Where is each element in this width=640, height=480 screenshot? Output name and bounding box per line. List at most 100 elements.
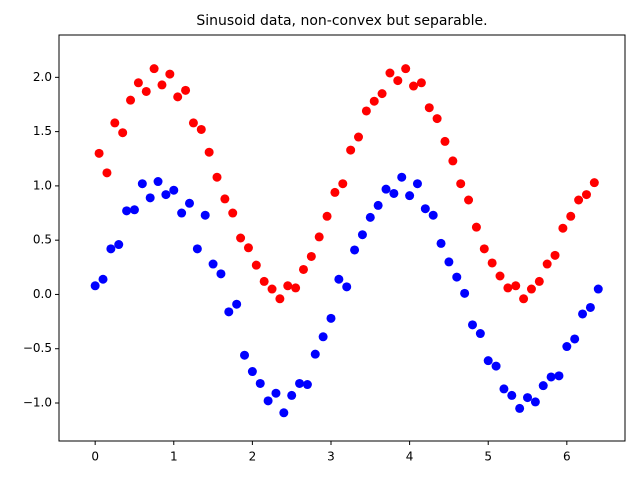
scatter-point xyxy=(412,179,422,189)
scatter-point xyxy=(90,281,100,291)
scatter-point xyxy=(157,80,167,90)
scatter-point xyxy=(192,244,202,254)
y-tick-label: 2.0 xyxy=(33,70,52,84)
scatter-point xyxy=(322,211,332,221)
scatter-point xyxy=(216,269,226,279)
x-tick-label: 3 xyxy=(327,450,335,464)
scatter-point xyxy=(173,92,183,102)
scatter-point xyxy=(271,388,281,398)
scatter-point xyxy=(393,76,403,86)
scatter-point xyxy=(416,78,426,88)
scatter-point xyxy=(153,177,163,187)
scatter-point xyxy=(302,380,312,390)
scatter-point xyxy=(405,191,415,201)
scatter-point xyxy=(515,403,525,413)
scatter-point xyxy=(275,294,285,304)
scatter-point xyxy=(585,302,595,312)
scatter-point xyxy=(137,179,147,189)
scatter-point xyxy=(385,68,395,78)
scatter-point xyxy=(188,118,198,128)
scatter-point xyxy=(503,283,513,293)
scatter-point xyxy=(224,307,234,317)
scatter-point xyxy=(475,329,485,339)
scatter-point xyxy=(326,313,336,323)
scatter-point xyxy=(129,205,139,215)
scatter-point xyxy=(428,210,438,220)
scatter-point xyxy=(495,271,505,281)
scatter-point xyxy=(562,342,572,352)
x-tick-label: 4 xyxy=(406,450,414,464)
scatter-point xyxy=(212,172,222,182)
scatter-point xyxy=(228,208,238,218)
scatter-point xyxy=(389,188,399,198)
scatter-point xyxy=(165,69,175,79)
scatter-point xyxy=(397,172,407,182)
scatter-point xyxy=(110,118,120,128)
scatter-point xyxy=(169,185,179,195)
scatter-point xyxy=(369,96,379,106)
scatter-point xyxy=(251,260,261,270)
scatter-point xyxy=(291,283,301,293)
scatter-point xyxy=(519,294,529,304)
scatter-point xyxy=(330,187,340,197)
scatter-point xyxy=(444,257,454,267)
scatter-point xyxy=(240,350,250,360)
scatter-point xyxy=(259,276,269,286)
scatter-point xyxy=(232,299,242,309)
scatter-point xyxy=(346,145,356,155)
scatter-point xyxy=(177,208,187,218)
scatter-point xyxy=(149,64,159,74)
scatter-point xyxy=(126,95,136,105)
scatter-point xyxy=(546,372,556,382)
scatter-point xyxy=(263,396,273,406)
scatter-point xyxy=(350,245,360,255)
scatter-point xyxy=(550,250,560,260)
chart-title: Sinusoid data, non-convex but separable. xyxy=(196,13,487,29)
x-tick-label: 0 xyxy=(91,450,99,464)
scatter-point xyxy=(452,272,462,282)
scatter-point xyxy=(570,334,580,344)
scatter-point xyxy=(106,244,116,254)
scatter-point xyxy=(204,147,214,157)
scatter-point xyxy=(255,378,265,388)
scatter-point xyxy=(287,390,297,400)
scatter-point xyxy=(310,349,320,359)
scatter-point xyxy=(373,200,383,210)
y-tick-label: −0.5 xyxy=(23,341,52,355)
scatter-point xyxy=(338,179,348,189)
scatter-point xyxy=(464,195,474,205)
scatter-point xyxy=(487,258,497,268)
scatter-point xyxy=(247,367,257,377)
scatter-point xyxy=(283,281,293,291)
scatter-point xyxy=(118,128,128,138)
scatter-point xyxy=(196,124,206,134)
scatter-point xyxy=(471,222,481,232)
scatter-point xyxy=(267,284,277,294)
scatter-point xyxy=(589,178,599,188)
scatter-point xyxy=(381,184,391,194)
scatter-point xyxy=(98,274,108,284)
scatter-point xyxy=(526,284,536,294)
y-tick-label: −1.0 xyxy=(23,396,52,410)
scatter-point xyxy=(581,190,591,200)
scatter-point xyxy=(318,332,328,342)
scatter-point xyxy=(479,244,489,254)
scatter-point xyxy=(432,114,442,124)
scatter-point xyxy=(448,156,458,166)
scatter-point xyxy=(499,384,509,394)
x-tick-label: 1 xyxy=(170,450,178,464)
scatter-point xyxy=(334,274,344,284)
scatter-point xyxy=(436,238,446,248)
scatter-point xyxy=(295,378,305,388)
scatter-point xyxy=(377,89,387,99)
scatter-point xyxy=(365,212,375,222)
scatter-point xyxy=(456,179,466,189)
scatter-point xyxy=(141,86,151,96)
scatter-point xyxy=(243,243,253,253)
scatter-point xyxy=(279,408,289,418)
scatter-point xyxy=(523,393,533,403)
scatter-point xyxy=(507,390,517,400)
scatter-point xyxy=(236,233,246,243)
scatter-point xyxy=(361,106,371,116)
